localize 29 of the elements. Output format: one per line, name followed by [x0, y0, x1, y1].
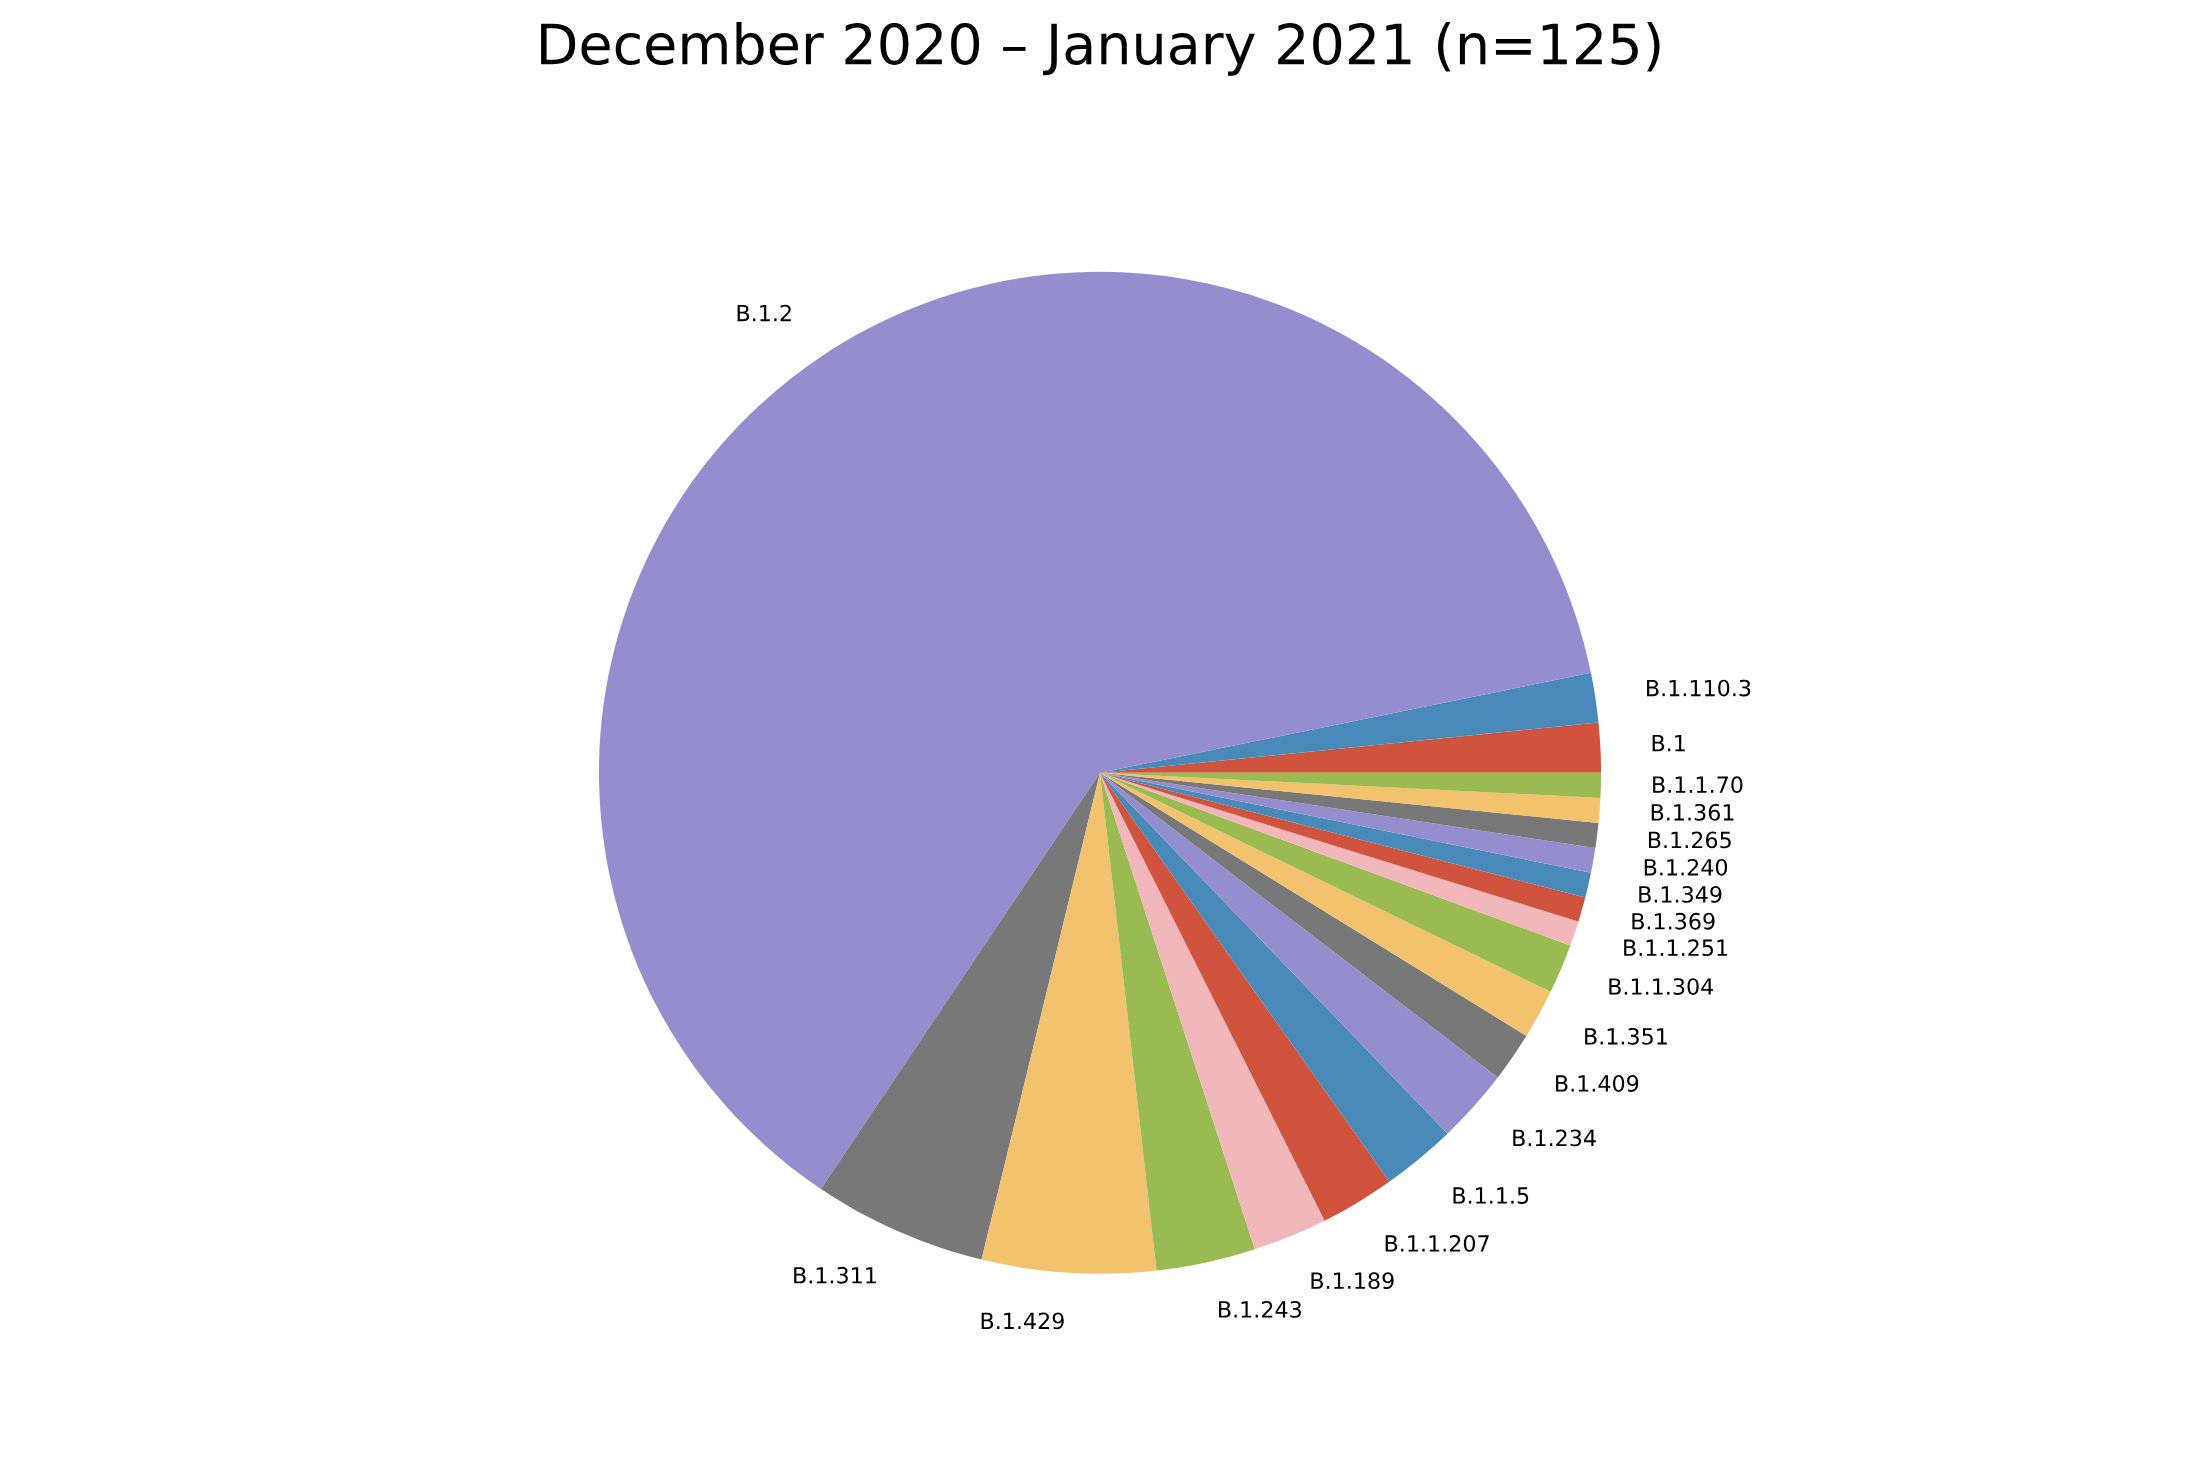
pie-slice [1100, 772, 1527, 1078]
slice-label: B.1.110.3 [1647, 679, 1751, 697]
slice-label: B.1.189 [1311, 1272, 1394, 1290]
pie-slice [820, 772, 1100, 1260]
pie-slice [981, 772, 1157, 1274]
slice-label: B.1.1.304 [1609, 978, 1714, 995]
slice-label: B.1.429 [981, 1312, 1064, 1330]
slice-label: B.1.361 [1651, 803, 1734, 821]
pie-slice [1100, 772, 1498, 1134]
slice-label: B.1.243 [1219, 1301, 1301, 1318]
pie-slice [1100, 772, 1571, 992]
slice-label: B.1.1.207 [1385, 1235, 1489, 1252]
slice-label: B.1.351 [1585, 1027, 1667, 1045]
slice-label: B.1.1.70 [1653, 776, 1743, 794]
slice-label: B.1.1.251 [1624, 939, 1728, 957]
slice-label: B.1.409 [1556, 1075, 1639, 1092]
slice-label: B.1.311 [794, 1266, 876, 1284]
chart-title: December 2020 – January 2021 (n=125) [541, 21, 1660, 76]
pie-slice [1100, 772, 1255, 1271]
slice-label: B.1.1.5 [1453, 1187, 1529, 1204]
pie-slice [1100, 772, 1591, 898]
slice-label: B.1.369 [1632, 912, 1715, 930]
pie-slice [1100, 772, 1551, 1036]
slice-label: B.1.2 [737, 304, 791, 322]
slice-label: B.1 [1652, 735, 1685, 752]
slice-label: B.1.240 [1644, 858, 1728, 876]
slice-label: B.1.234 [1513, 1129, 1596, 1147]
slice-label: B.1.349 [1639, 886, 1722, 903]
slice-label: B.1.265 [1648, 831, 1731, 849]
